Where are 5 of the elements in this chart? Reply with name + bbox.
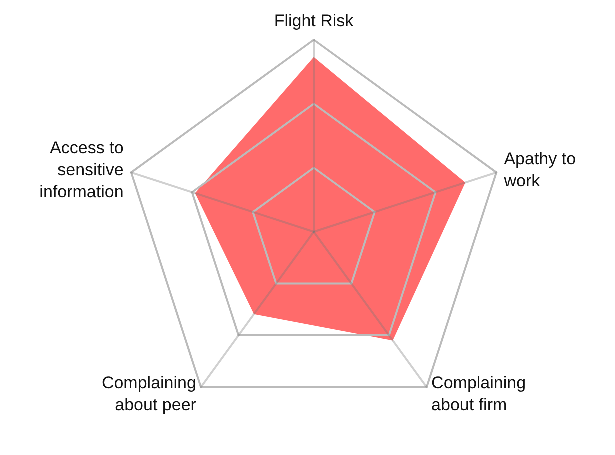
spoke-label: Complaining about firm (432, 373, 526, 414)
spoke-label: Flight Risk (274, 12, 354, 30)
spoke-label: Access to sensitive information (40, 138, 124, 202)
spoke-label: Complaining about peer (102, 373, 197, 414)
spoke-label: Apathy to work (503, 150, 576, 191)
